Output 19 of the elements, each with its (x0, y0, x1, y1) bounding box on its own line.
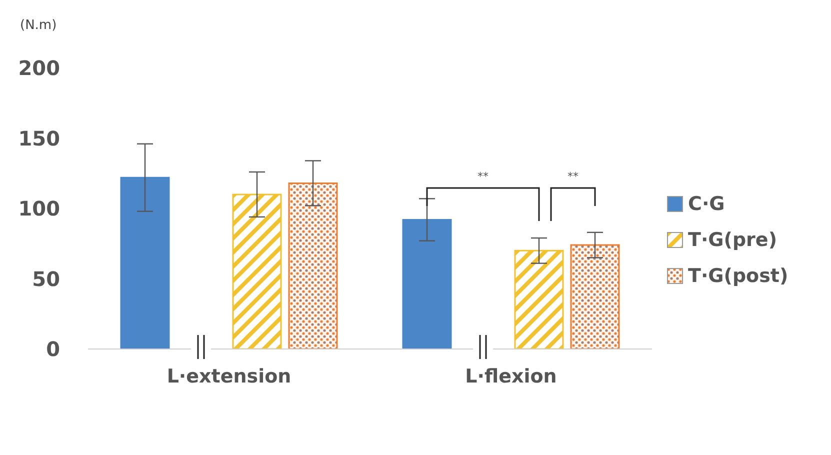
bar (514, 250, 564, 349)
y-tick-label: 200 (18, 56, 60, 80)
x-tick-label: L·flexion (465, 365, 557, 388)
bar (120, 176, 170, 349)
x-tick-label: L·extension (166, 365, 292, 388)
y-tick-label: 150 (18, 126, 60, 150)
bar (232, 194, 282, 349)
legend-label: T·G(pre) (688, 229, 777, 251)
annotation: ** (568, 170, 579, 183)
legend-label: T·G(post) (688, 265, 788, 287)
y-tick-label: 100 (18, 196, 60, 221)
bar (288, 182, 338, 349)
y-tick-label: 50 (32, 266, 60, 291)
y-axis-title: (N.m) (20, 18, 57, 33)
bar (402, 218, 452, 349)
legend-label: C·G (688, 193, 725, 215)
annotation: ** (478, 170, 489, 183)
bar (570, 244, 620, 349)
y-tick-label: 0 (46, 337, 60, 362)
